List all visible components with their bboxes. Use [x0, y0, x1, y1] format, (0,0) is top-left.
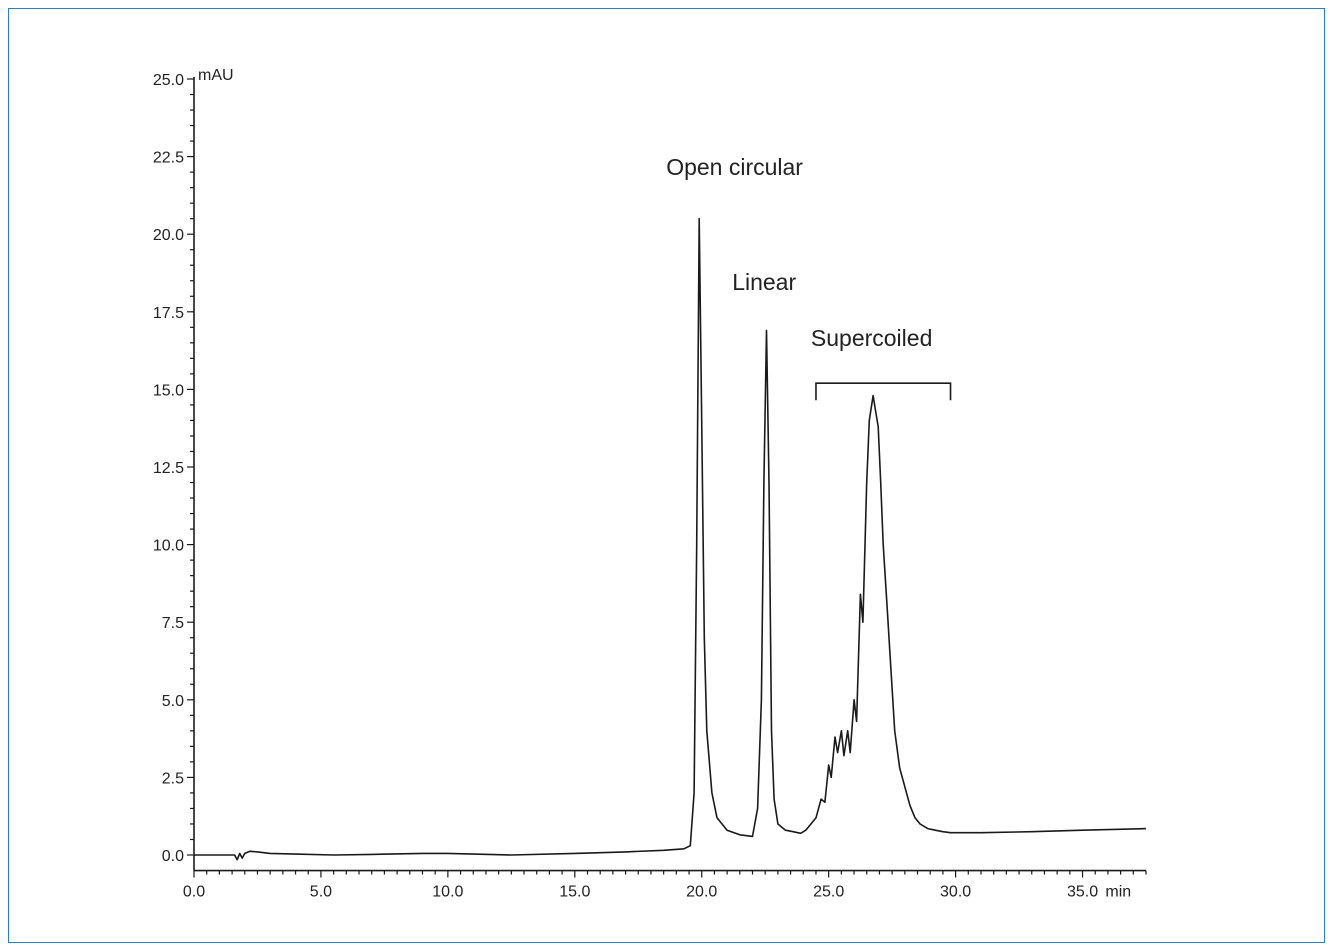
x-tick-label: 15.0	[559, 884, 590, 901]
x-tick-label: 25.0	[813, 884, 844, 901]
y-tick-label: 22.5	[153, 150, 184, 167]
y-tick-label: 5.0	[162, 693, 184, 710]
supercoiled-bracket	[815, 382, 952, 401]
y-tick-label: 0.0	[162, 848, 184, 865]
peak-annotation: Open circular	[666, 154, 803, 180]
series-line-0	[194, 217, 1147, 861]
x-unit-label: min	[1105, 884, 1131, 901]
x-tick-label: 10.0	[432, 884, 463, 901]
y-tick-label: 17.5	[153, 305, 184, 322]
x-tick-label: 20.0	[686, 884, 717, 901]
y-tick-label: 12.5	[153, 460, 184, 477]
chromatogram-chart: mAU min 0.0 2.5 5.0 7.5 10.0 12.5 15.0 17.5 20.0 2…	[153, 67, 1147, 901]
peak-annotation: Linear	[732, 269, 796, 295]
x-tick-label: 30.0	[940, 884, 971, 901]
axes: mAU min	[193, 67, 1146, 901]
x-tick-label: 35.0	[1067, 884, 1098, 901]
chart-frame: mAU min 0.0 2.5 5.0 7.5 10.0 12.5 15.0 17.5 20.0 2…	[8, 8, 1325, 943]
peak-annotation: Supercoiled	[811, 325, 932, 351]
y-tick-label: 20.0	[153, 227, 184, 244]
y-unit-label: mAU	[198, 67, 234, 84]
y-tick-label: 15.0	[153, 382, 184, 399]
series-layer	[194, 217, 1147, 861]
y-tick-label: 10.0	[153, 538, 184, 555]
x-tick-label: 5.0	[310, 884, 332, 901]
y-tick-label: 2.5	[162, 770, 184, 787]
y-tick-label: 7.5	[162, 615, 184, 632]
annotations-layer: Open circular Linear Supercoiled	[666, 154, 952, 401]
y-tick-label: 25.0	[153, 72, 184, 89]
x-tick-label: 0.0	[183, 884, 205, 901]
ticks: 0.0 2.5 5.0 7.5 10.0 12.5 15.0 17.5 20.0 22.5 25.0…	[153, 72, 1147, 901]
